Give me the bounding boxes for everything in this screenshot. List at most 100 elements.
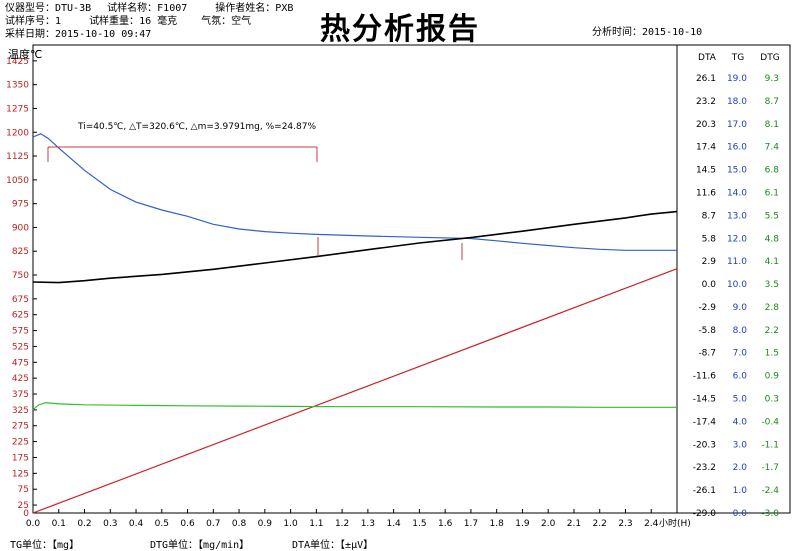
right-axis-tg-label: 11.0 [727, 257, 747, 267]
right-axis-tg-label: 19.0 [727, 74, 747, 84]
analysis-time-value: 2015-10-10 [642, 27, 703, 38]
right-axis-dtg-label: 3.5 [765, 280, 779, 290]
right-axis-tg-label: 12.0 [727, 234, 747, 244]
annotation-text: Ti=40.5℃, △T=320.6℃, △m=3.9791mg, %=24.8… [77, 122, 316, 132]
right-axis-tg-label: 9.0 [733, 303, 748, 313]
header-line-1: 仪器型号：DTU-3B 试样名称：F1007 操作者姓名：PXB [5, 3, 293, 15]
right-axis-tg-label: 6.0 [733, 372, 748, 382]
right-axis-header-dta: DTA [698, 53, 717, 63]
right-axis-dtg-label: 7.4 [765, 143, 780, 153]
x-tick-label: 0.9 [258, 519, 273, 529]
x-tick-label: 1.4 [386, 519, 401, 529]
sample-name-label: 试样名称： [107, 3, 158, 14]
operator-value: PXB [275, 3, 294, 14]
right-axis-dtg-label: -2.4 [761, 486, 779, 496]
y-tick-label: 900 [12, 223, 29, 233]
right-axis-dta-label: 14.5 [696, 166, 716, 176]
report-title: 热分析报告 [320, 12, 480, 47]
x-tick-label: 1.8 [490, 519, 505, 529]
right-axis-dtg-label: 8.7 [765, 97, 779, 107]
y-tick-label: 525 [12, 342, 29, 352]
y-tick-label: 0 [23, 509, 29, 519]
x-tick-label: 0.3 [103, 519, 117, 529]
right-axis-tg-label: 17.0 [727, 120, 747, 130]
sample-no-value: 1 [55, 16, 62, 27]
y-tick-label: 225 [12, 438, 29, 448]
sample-date-label: 采样日期： [5, 29, 55, 40]
right-axis-dta-label: 23.2 [696, 97, 716, 107]
right-axis-tg-label: 2.0 [733, 463, 748, 473]
x-tick-label: 2.0 [541, 519, 556, 529]
y-tick-label: 825 [12, 247, 29, 257]
sample-name-value: F1007 [157, 3, 188, 14]
right-axis-dtg-label: 0.9 [765, 372, 780, 382]
y-tick-label: 575 [12, 327, 29, 337]
right-axis-dta-label: 2.9 [702, 257, 717, 267]
right-axis-tg-label: 16.0 [727, 143, 747, 153]
analysis-time-label: 分析时间： [592, 27, 642, 38]
x-tick-label: 2.2 [593, 519, 607, 529]
instrument-value: DTU-3B [55, 3, 92, 14]
x-tick-label: 0.2 [77, 519, 91, 529]
series-line-2 [32, 210, 678, 284]
x-tick-label: 0.4 [129, 519, 144, 529]
x-tick-label: 1.5 [412, 519, 426, 529]
right-axis-tg-label: 5.0 [733, 395, 748, 405]
right-axis-dta-label: 5.8 [702, 234, 717, 244]
right-axis-tg-label: 3.0 [733, 440, 748, 450]
right-axis-dtg-label: 1.5 [765, 349, 779, 359]
right-axis-tg-label: 1.0 [733, 486, 748, 496]
plot-frame [32, 44, 678, 514]
right-axis-header-dtg: DTG [760, 53, 779, 63]
right-axis-tg-label: 7.0 [733, 349, 748, 359]
right-axis-dtg-label: -0.4 [761, 417, 779, 427]
y-tick-label: 750 [12, 271, 29, 281]
x-tick-label: 1.9 [515, 519, 530, 529]
right-axis-dta-label: -8.7 [698, 349, 716, 359]
x-tick-label: 1.6 [438, 519, 453, 529]
right-axis-dta-label: -5.8 [698, 326, 716, 336]
x-tick-label: 0.6 [180, 519, 195, 529]
right-axis-tg-label: 8.0 [733, 326, 748, 336]
instrument-label: 仪器型号： [5, 3, 55, 14]
right-axis-dtg-label: 6.8 [765, 166, 780, 176]
y-tick-label: 175 [12, 453, 29, 463]
series-line-3 [32, 401, 677, 411]
right-axis-tg-label: 15.0 [727, 166, 747, 176]
header-line-2: 试样序号：1 试样重量：16 毫克 气氛：空气 [5, 16, 251, 28]
right-axis-dtg-label: -1.1 [761, 440, 779, 450]
x-tick-label: 0.8 [232, 519, 247, 529]
right-axis-dtg-label: 9.3 [765, 74, 779, 84]
right-axis-dtg-label: 5.5 [765, 211, 779, 221]
right-axis-dta-label: -2.9 [698, 303, 716, 313]
right-axis-dta-label: -29.0 [693, 509, 717, 519]
series-line-1 [32, 133, 677, 251]
sample-weight-label: 试样重量： [89, 16, 140, 27]
right-axis-tg-label: 13.0 [727, 211, 747, 221]
right-axis-dta-label: 17.4 [696, 143, 716, 153]
right-axis-panel [676, 44, 791, 514]
right-axis-header-tg: TG [731, 53, 744, 63]
right-axis-dta-label: -14.5 [693, 395, 716, 405]
y-tick-label: 625 [12, 311, 29, 321]
sample-weight-value: 16 毫克 [139, 16, 178, 27]
right-axis-dta-label: -20.3 [693, 440, 716, 450]
right-axis-dta-label: 0.0 [702, 280, 717, 290]
right-axis-dtg-label: 8.1 [765, 120, 779, 130]
y-tick-label: 1350 [6, 81, 29, 91]
x-tick-label: 0.5 [155, 519, 169, 529]
right-axis-dtg-label: 2.2 [765, 326, 779, 336]
right-axis-dtg-label: 0.3 [765, 395, 779, 405]
atmosphere-label: 气氛： [201, 16, 232, 27]
x-tick-label: 0.0 [26, 519, 41, 529]
x-tick-label: 0.7 [206, 519, 220, 529]
y-tick-label: 325 [12, 406, 29, 416]
x-tick-label: 1.3 [361, 519, 375, 529]
right-axis-dta-label: 26.1 [696, 74, 716, 84]
y-tick-label: 25 [18, 501, 29, 511]
right-axis-tg-label: 0.0 [733, 509, 748, 519]
analysis-time: 分析时间：2015-10-10 [592, 27, 702, 39]
x-tick-label: 0.1 [52, 519, 66, 529]
right-axis-dta-label: -17.4 [693, 417, 717, 427]
